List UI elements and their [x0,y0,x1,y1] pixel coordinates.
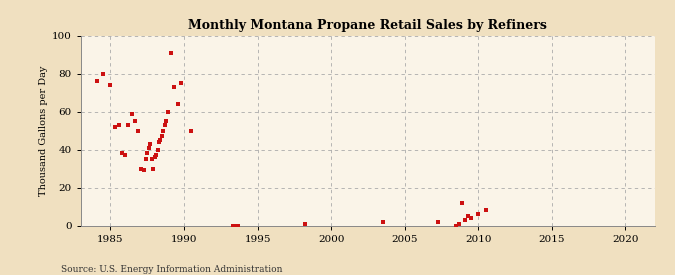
Point [149,155,160,160]
Point [146,157,157,161]
Point [163,109,173,114]
Point [144,142,155,146]
Point [136,166,146,171]
Point [117,151,128,156]
Point [454,221,464,226]
Point [158,128,169,133]
Point [152,147,163,152]
Point [139,168,150,173]
Point [109,125,120,129]
Point [466,216,477,220]
Point [143,145,154,150]
Point [460,218,470,222]
Point [233,223,244,228]
Point [480,208,491,213]
Point [98,72,109,76]
Point [165,51,176,55]
Point [161,119,171,123]
Point [127,111,138,116]
Point [173,102,184,106]
Point [151,153,161,158]
Point [377,219,388,224]
Point [227,223,238,228]
Point [230,223,241,228]
Point [462,214,473,218]
Point [105,83,116,87]
Point [142,151,153,156]
Point [123,123,134,127]
Y-axis label: Thousand Gallons per Day: Thousand Gallons per Day [39,65,48,196]
Point [92,79,103,84]
Point [140,157,151,161]
Title: Monthly Montana Propane Retail Sales by Refiners: Monthly Montana Propane Retail Sales by … [188,19,547,32]
Point [148,166,159,171]
Point [176,81,186,85]
Point [119,153,130,158]
Point [133,128,144,133]
Point [130,119,141,123]
Point [159,123,170,127]
Point [451,223,462,228]
Point [433,219,444,224]
Point [155,138,166,142]
Point [456,200,467,205]
Point [114,123,125,127]
Point [154,140,165,144]
Point [472,212,483,216]
Point [157,134,167,139]
Text: Source: U.S. Energy Information Administration: Source: U.S. Energy Information Administ… [61,265,282,274]
Point [186,128,196,133]
Point [299,221,310,226]
Point [168,85,179,89]
